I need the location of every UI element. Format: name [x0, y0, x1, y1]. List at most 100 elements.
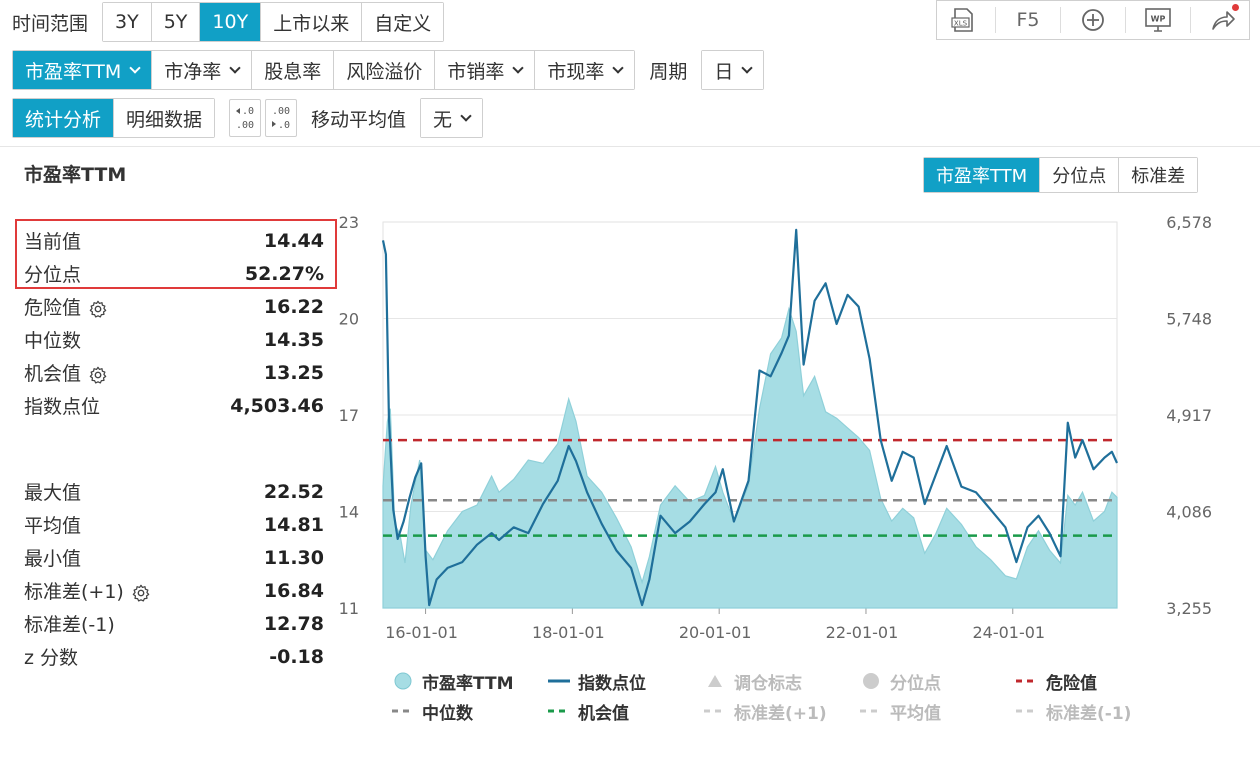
metric-pb[interactable]: 市净率: [152, 51, 253, 89]
y-right-tick-label: 5,748: [1166, 310, 1212, 329]
legend-item[interactable]: 市盈率TTM: [392, 669, 548, 694]
monitor-icon: WP: [1145, 8, 1171, 32]
stat-label: z 分数: [24, 647, 79, 669]
metric-pe-ttm-label: 市盈率TTM: [25, 60, 122, 83]
y-left-tick-label: 17: [339, 406, 359, 425]
refresh-f5-button[interactable]: F5: [1016, 9, 1040, 31]
svg-text:XLS: XLS: [954, 20, 968, 28]
dot-marker-icon: [863, 673, 879, 689]
stat-row: 最小值 11.30: [24, 541, 324, 574]
chevron-down-icon: [612, 61, 625, 74]
gear-icon[interactable]: [132, 584, 150, 602]
legend-label: 调仓标志: [734, 673, 802, 694]
chart-tabs: 市盈率TTM 分位点 标准差: [923, 157, 1199, 193]
stat-value: 14.35: [263, 328, 324, 351]
svg-text:WP: WP: [1151, 15, 1166, 24]
view-row: 统计分析 明细数据 .0 .00 .00 .0 移动平均值 无: [12, 98, 484, 138]
moving-average-value-text: 无: [433, 108, 453, 131]
legend-marker: [392, 708, 414, 714]
dashed-line-marker-icon: [704, 709, 726, 713]
tab-detail-data[interactable]: 明细数据: [114, 99, 215, 137]
stat-value: 16.84: [263, 579, 324, 602]
dot-marker-icon: [394, 672, 412, 690]
stat-row: 危险值 16.22: [24, 290, 324, 323]
legend-item[interactable]: 机会值: [548, 699, 704, 724]
range-option-custom[interactable]: 自定义: [362, 3, 444, 41]
y-right-tick-label: 3,255: [1166, 599, 1212, 618]
chart-tab-percentile[interactable]: 分位点: [1040, 158, 1120, 192]
x-tick-label: 16-01-01: [385, 623, 458, 642]
legend-item[interactable]: 平均值: [860, 699, 1016, 724]
decrease-decimal-button[interactable]: .0 .00: [229, 99, 262, 137]
metric-dividend-yield[interactable]: 股息率: [252, 51, 335, 89]
y-left-tick-label: 20: [339, 310, 359, 329]
stat-row: 分位点 52.27%: [24, 257, 324, 290]
y-left-tick-label: 23: [339, 213, 359, 232]
stat-label: 最大值: [24, 482, 82, 504]
stat-row: 中位数 14.35: [24, 323, 324, 356]
metric-pe-ttm[interactable]: 市盈率TTM: [13, 51, 153, 89]
moving-average-value[interactable]: 无: [421, 99, 483, 137]
metric-pcf[interactable]: 市现率: [535, 51, 635, 89]
range-option-10y[interactable]: 10Y: [200, 3, 262, 41]
range-option-5y[interactable]: 5Y: [151, 3, 201, 41]
wp-button[interactable]: WP: [1138, 2, 1178, 38]
metric-pcf-label: 市现率: [547, 60, 605, 83]
metric-ps-label: 市销率: [447, 60, 505, 83]
legend-marker: [704, 673, 726, 689]
legend-marker: [548, 708, 570, 714]
range-option-3y[interactable]: 3Y: [103, 3, 152, 41]
stat-label: 分位点: [24, 264, 82, 286]
metric-ps[interactable]: 市销率: [435, 51, 536, 89]
range-row: 时间范围 3Y 5Y 10Y 上市以来 自定义: [12, 2, 445, 42]
line-marker-icon: [548, 679, 570, 683]
legend-item[interactable]: 标准差(-1): [1016, 699, 1172, 724]
stat-row: 标准差(-1) 12.78: [24, 607, 324, 640]
legend-marker: [1016, 678, 1038, 684]
legend-item[interactable]: 危险值: [1016, 669, 1172, 694]
legend-item[interactable]: 中位数: [392, 699, 548, 724]
stat-value: 13.25: [263, 361, 324, 384]
stat-value: 16.22: [263, 295, 324, 318]
stat-label: 机会值: [24, 363, 82, 385]
period-label: 周期: [649, 60, 688, 83]
legend-item[interactable]: 分位点: [860, 669, 1016, 694]
increase-decimal-button[interactable]: .00 .0: [265, 99, 298, 137]
legend-marker: [548, 678, 570, 684]
stat-row: 机会值 13.25: [24, 356, 324, 389]
legend-item[interactable]: 指数点位: [548, 669, 704, 694]
chart-tab-pe-ttm[interactable]: 市盈率TTM: [924, 158, 1041, 192]
x-tick-label: 22-01-01: [826, 623, 899, 642]
legend-label: 标准差(+1): [734, 703, 827, 724]
stat-label: 指数点位: [24, 396, 101, 418]
chevron-down-icon: [129, 61, 141, 74]
tab-statistics[interactable]: 统计分析: [13, 99, 115, 137]
range-option-since-listing[interactable]: 上市以来: [261, 3, 363, 41]
gear-icon[interactable]: [89, 300, 107, 318]
legend-row: 中位数 机会值 标准差(+1) 平均值 标准差(-1): [392, 696, 1252, 726]
metric-risk-premium[interactable]: 风险溢价: [334, 51, 436, 89]
gear-icon[interactable]: [89, 366, 107, 384]
legend-item[interactable]: 调仓标志: [704, 669, 860, 694]
share-button[interactable]: [1203, 2, 1243, 38]
export-xls-button[interactable]: XLS: [943, 2, 983, 38]
dashed-line-marker-icon: [548, 709, 570, 713]
chevron-down-icon: [460, 109, 472, 122]
legend-item[interactable]: 标准差(+1): [704, 699, 860, 724]
chevron-down-icon: [512, 61, 525, 74]
dashed-line-marker-icon: [1016, 679, 1038, 683]
svg-text:.0: .0: [242, 106, 254, 117]
add-button[interactable]: [1073, 2, 1113, 38]
stat-row: 标准差(+1) 16.84: [24, 574, 324, 607]
dashed-line-marker-icon: [392, 709, 414, 713]
y-left-tick-label: 11: [339, 599, 359, 618]
notification-dot-icon: [1232, 4, 1239, 11]
period-select[interactable]: 日: [701, 50, 765, 90]
chart-tab-stddev[interactable]: 标准差: [1119, 158, 1198, 192]
chevron-down-icon: [741, 61, 754, 74]
legend-label: 危险值: [1046, 673, 1097, 694]
period-select-value[interactable]: 日: [702, 51, 764, 89]
chevron-down-icon: [229, 61, 241, 74]
moving-average-select[interactable]: 无: [420, 98, 484, 138]
share-icon: [1212, 11, 1235, 30]
